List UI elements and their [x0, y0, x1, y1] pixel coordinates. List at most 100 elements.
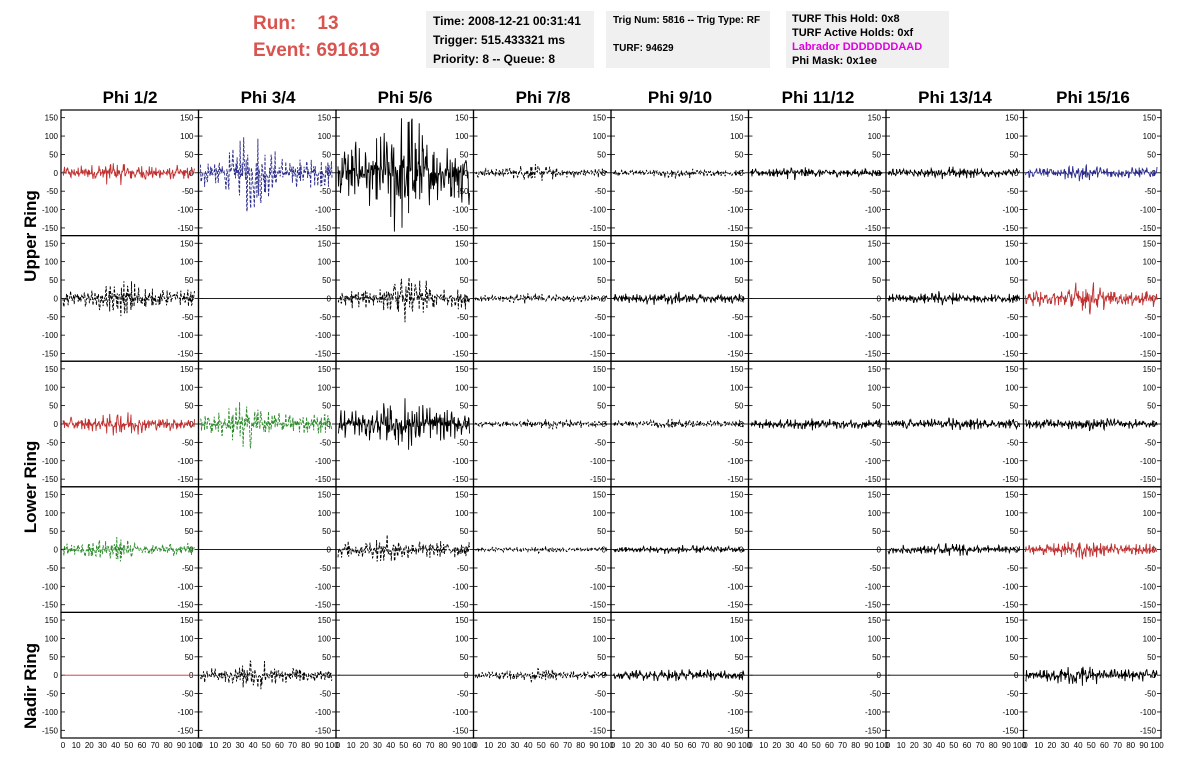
x-tick-label: 0: [336, 741, 341, 750]
y-tick-label: 100: [455, 634, 469, 643]
x-tick-label: 0: [473, 741, 478, 750]
y-tick-label: -50: [732, 690, 744, 699]
panel-r2-c8: 150 100 50 0 -50 -100 -150: [1022, 235, 1162, 362]
x-tick-label: 100: [188, 741, 202, 750]
y-tick-label: 50: [735, 276, 744, 285]
y-tick-label: -150: [1002, 601, 1019, 610]
y-tick-label: 100: [180, 132, 194, 141]
x-tick-label: 100: [600, 741, 614, 750]
y-tick-label: -100: [315, 457, 332, 466]
x-tick-label: 60: [412, 741, 421, 750]
x-tick-label: 40: [524, 741, 533, 750]
y-tick-label: 100: [1143, 634, 1157, 643]
y-tick-label: -50: [46, 313, 58, 322]
y-tick-label: 150: [318, 490, 332, 499]
y-tick-label: 0: [189, 294, 194, 303]
x-tick-label: 40: [799, 741, 808, 750]
y-tick-label: -100: [1140, 708, 1157, 717]
y-tick-label: -50: [457, 564, 469, 573]
y-tick-label: -50: [182, 564, 194, 573]
y-tick-label: -100: [727, 206, 744, 215]
y-tick-label: -50: [457, 187, 469, 196]
y-tick-label: 150: [730, 616, 744, 625]
y-tick-label: 100: [868, 258, 882, 267]
y-tick-label: 50: [460, 527, 469, 536]
turf-text: TURF: 94629: [613, 43, 674, 54]
y-tick-label: -150: [315, 224, 332, 233]
y-tick-label: -100: [42, 457, 59, 466]
x-tick-label: 20: [85, 741, 94, 750]
x-tick-label: 90: [589, 741, 598, 750]
run-value: 13: [317, 13, 339, 34]
y-tick-label: -50: [594, 564, 606, 573]
y-tick-label: -50: [319, 564, 331, 573]
y-tick-label: 100: [730, 258, 744, 267]
event-row: Event: 691619: [253, 37, 380, 64]
y-tick-label: -50: [1007, 690, 1019, 699]
col-header-8: Phi 15/16: [1056, 88, 1130, 107]
y-tick-label: 100: [180, 634, 194, 643]
y-tick-label: -150: [452, 601, 469, 610]
y-tick-label: -50: [1007, 438, 1019, 447]
y-tick-label: 0: [739, 420, 744, 429]
y-tick-label: -150: [1140, 601, 1157, 610]
y-tick-label: 150: [730, 490, 744, 499]
x-tick-label: 100: [1013, 741, 1027, 750]
x-tick-label: 10: [72, 741, 81, 750]
waveform-trace: [1025, 282, 1158, 315]
y-tick-label: 50: [872, 653, 881, 662]
y-tick-label: 150: [868, 114, 882, 123]
x-tick-label: 0: [611, 741, 616, 750]
trig-text: Trig Num: 5816 -- Trig Type: RF: [613, 15, 761, 26]
y-tick-label: -100: [42, 582, 59, 591]
y-tick-label: -100: [727, 331, 744, 340]
y-tick-label: 150: [45, 490, 59, 499]
y-tick-label: 100: [1005, 383, 1019, 392]
y-tick-label: 100: [318, 132, 332, 141]
x-tick-label: 30: [1060, 741, 1069, 750]
y-tick-label: -100: [177, 331, 194, 340]
y-tick-label: 150: [1143, 365, 1157, 374]
y-tick-label: 100: [868, 132, 882, 141]
y-tick-label: -100: [42, 331, 59, 340]
y-tick-label: -100: [865, 582, 882, 591]
x-tick-label: 70: [288, 741, 297, 750]
waveform-trace: [475, 293, 608, 304]
y-tick-label: 150: [318, 616, 332, 625]
panel-r3-c7: 150 100 50 0 -50 -100 -150: [885, 360, 1025, 488]
y-tick-label: -100: [452, 457, 469, 466]
x-tick-label: 0: [1023, 741, 1028, 750]
y-tick-label: -150: [42, 601, 59, 610]
panel-r2-c3: 150 100 50 0 -50 -100 -150: [335, 235, 475, 362]
waveform-trace: [200, 137, 333, 212]
y-tick-label: 100: [868, 383, 882, 392]
y-tick-label: -100: [865, 206, 882, 215]
y-tick-label: 150: [868, 365, 882, 374]
x-tick-label: 50: [949, 741, 958, 750]
y-tick-label: -150: [42, 726, 59, 735]
y-tick-label: 150: [730, 239, 744, 248]
waveform-trace: [612, 544, 745, 555]
y-tick-label: 0: [189, 420, 194, 429]
x-tick-label: 60: [550, 741, 559, 750]
x-tick-label: 100: [738, 741, 752, 750]
panel-r2-c2: 150 100 50 0 -50 -100 -150: [197, 235, 337, 362]
y-tick-label: 100: [45, 634, 59, 643]
y-tick-label: 150: [45, 616, 59, 625]
run-label: Run:: [253, 13, 297, 34]
y-tick-label: -50: [594, 438, 606, 447]
y-tick-label: -100: [727, 582, 744, 591]
waveform-trace: [612, 669, 745, 682]
y-tick-label: -100: [177, 206, 194, 215]
y-tick-label: 150: [593, 239, 607, 248]
y-tick-label: 100: [1005, 258, 1019, 267]
y-tick-label: 50: [322, 402, 331, 411]
waveform-trace: [1025, 666, 1158, 686]
x-tick-label: 100: [325, 741, 339, 750]
x-tick-label: 80: [989, 741, 998, 750]
x-tick-label: 0: [61, 741, 66, 750]
panel-r3-c4: 150 100 50 0 -50 -100 -150: [472, 360, 612, 488]
y-tick-label: 50: [1010, 402, 1019, 411]
y-tick-label: 150: [318, 239, 332, 248]
